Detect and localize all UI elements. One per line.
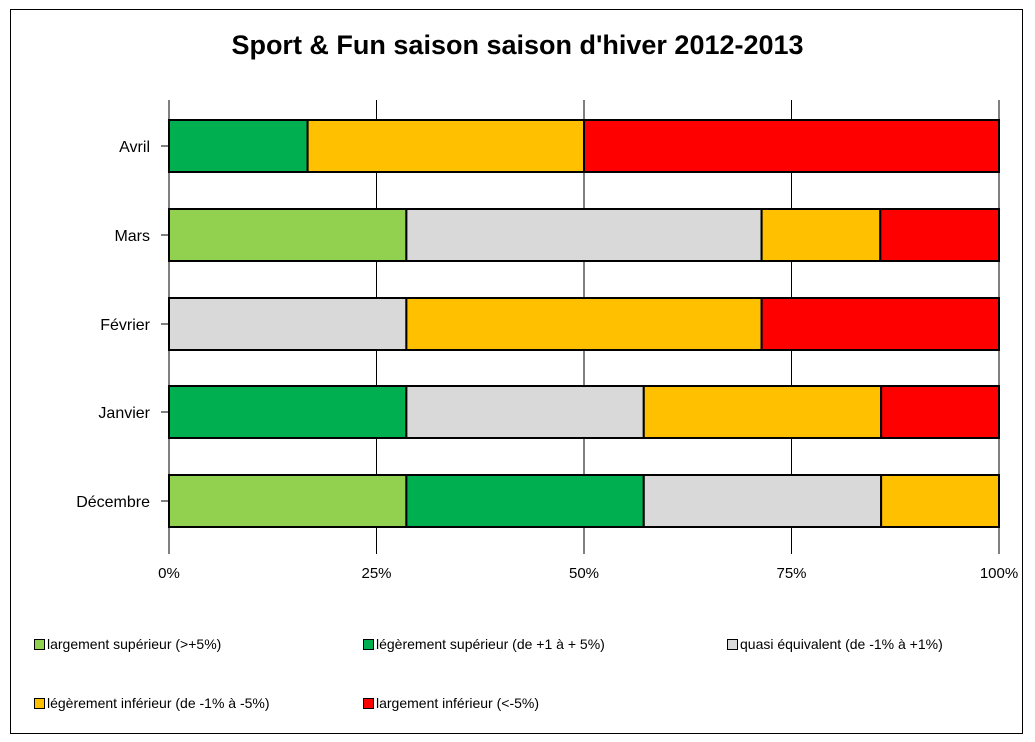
bar-segment bbox=[880, 385, 1001, 439]
legend-swatch bbox=[363, 697, 374, 709]
category-label: Janvier bbox=[98, 405, 150, 422]
bar-segment bbox=[642, 385, 883, 439]
x-tick-label: 50% bbox=[569, 565, 599, 582]
bar-segment bbox=[405, 208, 763, 262]
bar-segment bbox=[405, 297, 763, 351]
legend-label: légèrement supérieur (de +1 à + 5%) bbox=[376, 636, 605, 652]
category-label: Décembre bbox=[76, 494, 150, 511]
bar-segment bbox=[306, 119, 585, 173]
legend-swatch bbox=[727, 638, 738, 650]
legend-label: quasi équivalent (de -1% à +1%) bbox=[740, 636, 943, 652]
x-tick-label: 0% bbox=[158, 565, 180, 582]
bar-segment bbox=[642, 474, 883, 528]
bar-segment bbox=[879, 208, 1000, 262]
bar-segment bbox=[760, 208, 882, 262]
bar-segment bbox=[880, 474, 1001, 528]
legend-swatch bbox=[363, 638, 374, 650]
bar-segment bbox=[760, 297, 1000, 351]
x-tick-label: 25% bbox=[361, 565, 391, 582]
bar-segment bbox=[405, 474, 645, 528]
legend-item: largement inférieur (<-5%) bbox=[363, 695, 539, 711]
category-label: Avril bbox=[119, 139, 150, 156]
bar-segment bbox=[168, 119, 309, 173]
x-tick-label: 100% bbox=[980, 565, 1018, 582]
bar-segment bbox=[168, 474, 408, 528]
chart-title: Sport & Fun saison saison d'hiver 2012-2… bbox=[231, 30, 804, 60]
legend-swatch bbox=[34, 697, 45, 709]
legend-item: légèrement inférieur (de -1% à -5%) bbox=[34, 695, 270, 711]
legend-item: légèrement supérieur (de +1 à + 5%) bbox=[363, 636, 605, 652]
legend-item: largement supérieur (>+5%) bbox=[34, 636, 221, 652]
bar-segment bbox=[405, 385, 645, 439]
legend-item: quasi équivalent (de -1% à +1%) bbox=[727, 636, 943, 652]
category-label: Février bbox=[100, 317, 150, 334]
x-tick-label: 75% bbox=[776, 565, 806, 582]
legend-label: largement inférieur (<-5%) bbox=[376, 695, 540, 711]
legend-swatch bbox=[34, 638, 45, 650]
legend-label: largement supérieur (>+5%) bbox=[47, 636, 222, 652]
legend-label: légèrement inférieur (de -1% à -5%) bbox=[47, 695, 270, 711]
bar-segment bbox=[168, 385, 408, 439]
category-label: Mars bbox=[114, 228, 150, 245]
bar-segment bbox=[168, 297, 408, 351]
bar-segment bbox=[168, 208, 408, 262]
bar-segment bbox=[583, 119, 1000, 173]
